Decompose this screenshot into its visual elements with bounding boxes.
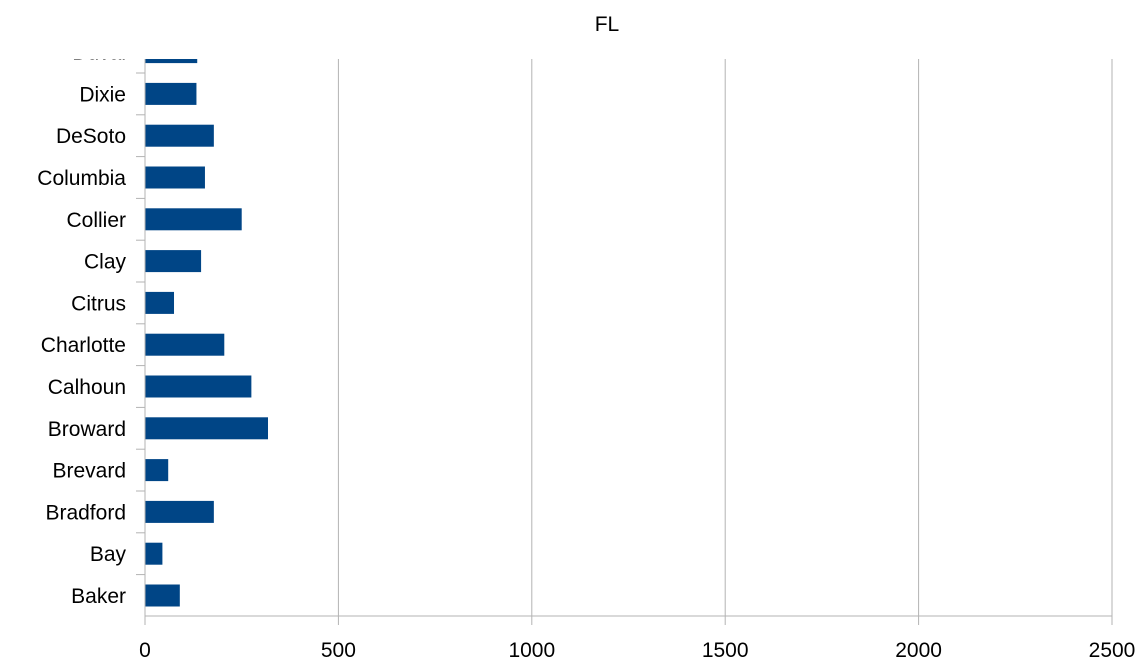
bar-bradford	[145, 500, 214, 523]
bar-collier	[145, 208, 242, 231]
x-tick-label: 2000	[895, 639, 942, 662]
bar-clay	[145, 250, 202, 273]
x-tick-label: 0	[139, 639, 151, 662]
x-tick-label: 1500	[702, 639, 749, 662]
category-label-columbia: Columbia	[37, 167, 126, 190]
category-label-dixie: Dixie	[79, 83, 126, 106]
axes	[136, 59, 1113, 625]
category-label-brevard: Brevard	[52, 460, 126, 483]
bar-brevard	[145, 459, 169, 482]
value-tick-labels: 0 500 1000 1500 2000 2500	[139, 639, 1135, 662]
category-label-baker: Baker	[71, 585, 126, 608]
bar-duval	[145, 59, 198, 64]
bar-bay	[145, 542, 163, 565]
category-label-collier: Collier	[66, 209, 126, 232]
bar-citrus	[145, 291, 175, 314]
gridlines	[337, 59, 1113, 616]
category-label-citrus: Citrus	[71, 292, 126, 315]
category-label-charlotte: Charlotte	[41, 334, 126, 357]
bar-columbia	[145, 166, 205, 189]
bar-baker	[145, 584, 180, 607]
x-tick-label: 500	[321, 639, 356, 662]
category-label-clay: Clay	[84, 251, 127, 274]
category-labels: Baker Bay Bradford Brevard Broward Calhoun Cha…	[37, 42, 127, 608]
category-label-bradford: Bradford	[45, 501, 126, 524]
bar-dixie	[145, 82, 197, 105]
bar-desoto	[145, 124, 214, 147]
bar-charlotte	[145, 333, 225, 356]
category-label-broward: Broward	[48, 418, 126, 441]
x-tick-label: 2500	[1089, 639, 1136, 662]
bar-calhoun	[145, 375, 252, 398]
category-label-calhoun: Calhoun	[48, 376, 126, 399]
chart-title: FL	[595, 13, 620, 36]
x-tick-label: 1000	[508, 639, 555, 662]
category-label-bay: Bay	[90, 543, 127, 566]
category-label-duval: Duval	[72, 42, 126, 65]
bars	[145, 59, 269, 607]
category-label-desoto: DeSoto	[56, 125, 126, 148]
bar-broward	[145, 417, 269, 440]
